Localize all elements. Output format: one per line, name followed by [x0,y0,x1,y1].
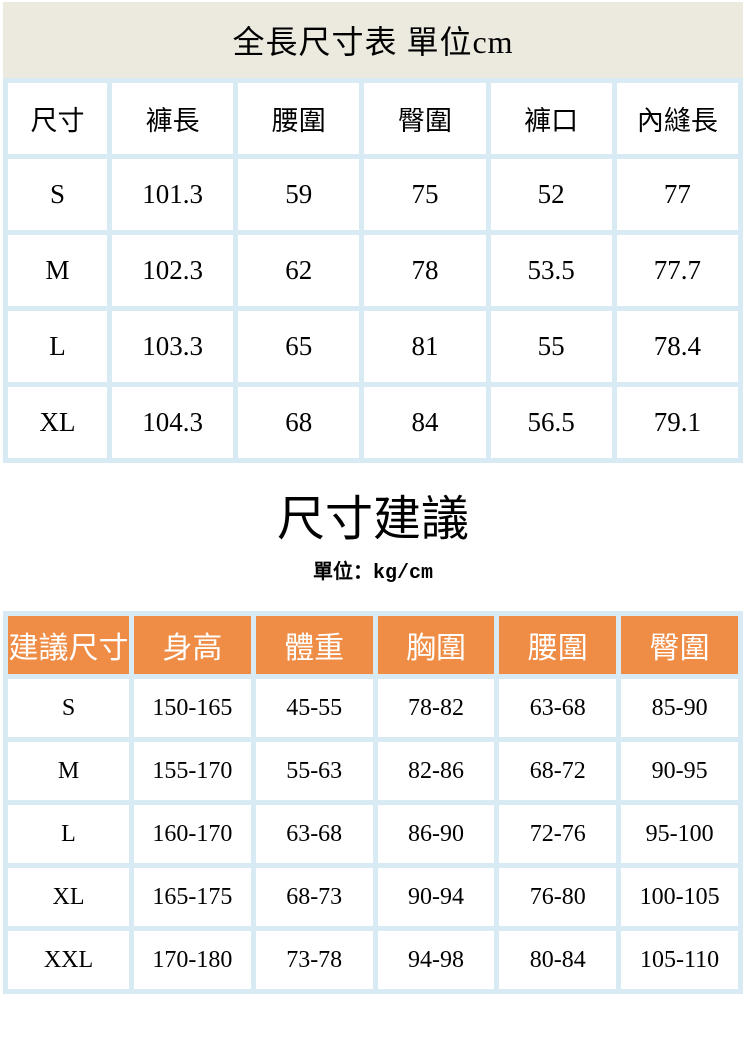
value-cell: 95-100 [616,800,743,869]
value-cell: 52 [485,154,617,235]
column-header-pants-length: 褲長 [106,78,239,159]
size-table-header-row: 尺寸 褲長 腰圍 臀圍 褲口 內縫長 [3,78,744,159]
suggestion-title: 尺寸建議 [276,493,469,546]
table-row: S 101.3 59 75 52 77 [3,154,744,235]
column-header-waist: 腰圍 [233,78,365,159]
table-row: XL 104.3 68 84 56.5 79.1 [3,382,744,463]
size-label-cell: S [3,154,112,235]
table-row: M 155-170 55-63 82-86 68-72 90-95 [3,737,743,806]
column-header-suggested-size: 建議尺寸 [3,611,134,680]
value-cell: 59 [233,154,365,235]
value-cell: 55-63 [250,737,378,806]
value-cell: 78-82 [372,674,500,743]
table-row: XXL 170-180 73-78 94-98 80-84 105-110 [3,926,743,995]
table-row: L 103.3 65 81 55 78.4 [3,306,744,387]
column-header-chest: 胸圍 [372,611,500,680]
value-cell: 78 [359,230,491,311]
value-cell: 105-110 [616,926,743,995]
value-cell: 55 [485,306,617,387]
value-cell: 79.1 [611,382,744,463]
value-cell: 101.3 [106,154,239,235]
value-cell: 75 [359,154,491,235]
value-cell: 68 [233,382,365,463]
value-cell: 102.3 [106,230,239,311]
column-header-inseam: 內縫長 [611,78,744,159]
column-header-height: 身高 [129,611,256,680]
value-cell: 63-68 [250,800,378,869]
value-cell: 104.3 [106,382,239,463]
table-row: L 160-170 63-68 86-90 72-76 95-100 [3,800,743,869]
size-label-cell: M [3,737,134,806]
size-table-title-banner: 全長尺寸表 單位cm [3,2,743,78]
size-label-cell: XXL [3,926,134,995]
value-cell: 94-98 [372,926,500,995]
value-cell: 53.5 [485,230,617,311]
page: 全長尺寸表 單位cm 尺寸 褲長 腰圍 臀圍 褲口 內縫長 S 101.3 59… [3,2,744,995]
column-header-leg-opening: 褲口 [485,78,617,159]
table-row: S 150-165 45-55 78-82 63-68 85-90 [3,674,743,743]
column-header-hip: 臀圍 [616,611,743,680]
value-cell: 68-72 [494,737,622,806]
value-cell: 81 [359,306,491,387]
table-row: XL 165-175 68-73 90-94 76-80 100-105 [3,863,743,932]
value-cell: 77 [611,154,744,235]
value-cell: 155-170 [129,737,256,806]
value-cell: 170-180 [129,926,256,995]
value-cell: 76-80 [494,863,622,932]
unit-value: kg/cm [372,562,433,586]
size-label-cell: L [3,306,112,387]
suggestion-table: 建議尺寸 身高 體重 胸圍 腰圍 臀圍 S 150-165 45-55 78-8… [3,611,743,995]
column-header-weight: 體重 [250,611,378,680]
value-cell: 160-170 [129,800,256,869]
value-cell: 68-73 [250,863,378,932]
value-cell: 84 [359,382,491,463]
size-table: 尺寸 褲長 腰圍 臀圍 褲口 內縫長 S 101.3 59 75 52 77 M… [3,78,744,463]
size-label-cell: XL [3,863,134,932]
value-cell: 90-94 [372,863,500,932]
size-label-cell: XL [3,382,112,463]
value-cell: 90-95 [616,737,743,806]
value-cell: 150-165 [129,674,256,743]
unit-label: 單位： [312,561,373,584]
value-cell: 77.7 [611,230,744,311]
column-header-hip: 臀圍 [359,78,491,159]
value-cell: 63-68 [494,674,622,743]
size-label-cell: L [3,800,134,869]
value-cell: 73-78 [250,926,378,995]
size-label-cell: S [3,674,134,743]
column-header-waist: 腰圍 [494,611,622,680]
value-cell: 165-175 [129,863,256,932]
value-cell: 80-84 [494,926,622,995]
value-cell: 65 [233,306,365,387]
value-cell: 45-55 [250,674,378,743]
value-cell: 72-76 [494,800,622,869]
table-row: M 102.3 62 78 53.5 77.7 [3,230,744,311]
value-cell: 78.4 [611,306,744,387]
suggestion-table-header-row: 建議尺寸 身高 體重 胸圍 腰圍 臀圍 [3,611,743,680]
size-label-cell: M [3,230,112,311]
value-cell: 85-90 [616,674,743,743]
value-cell: 82-86 [372,737,500,806]
value-cell: 56.5 [485,382,617,463]
value-cell: 86-90 [372,800,500,869]
value-cell: 62 [233,230,365,311]
column-header-size: 尺寸 [3,78,112,159]
value-cell: 103.3 [106,306,239,387]
value-cell: 100-105 [616,863,743,932]
suggestion-unit-line: 單位：kg/cm [3,555,743,585]
